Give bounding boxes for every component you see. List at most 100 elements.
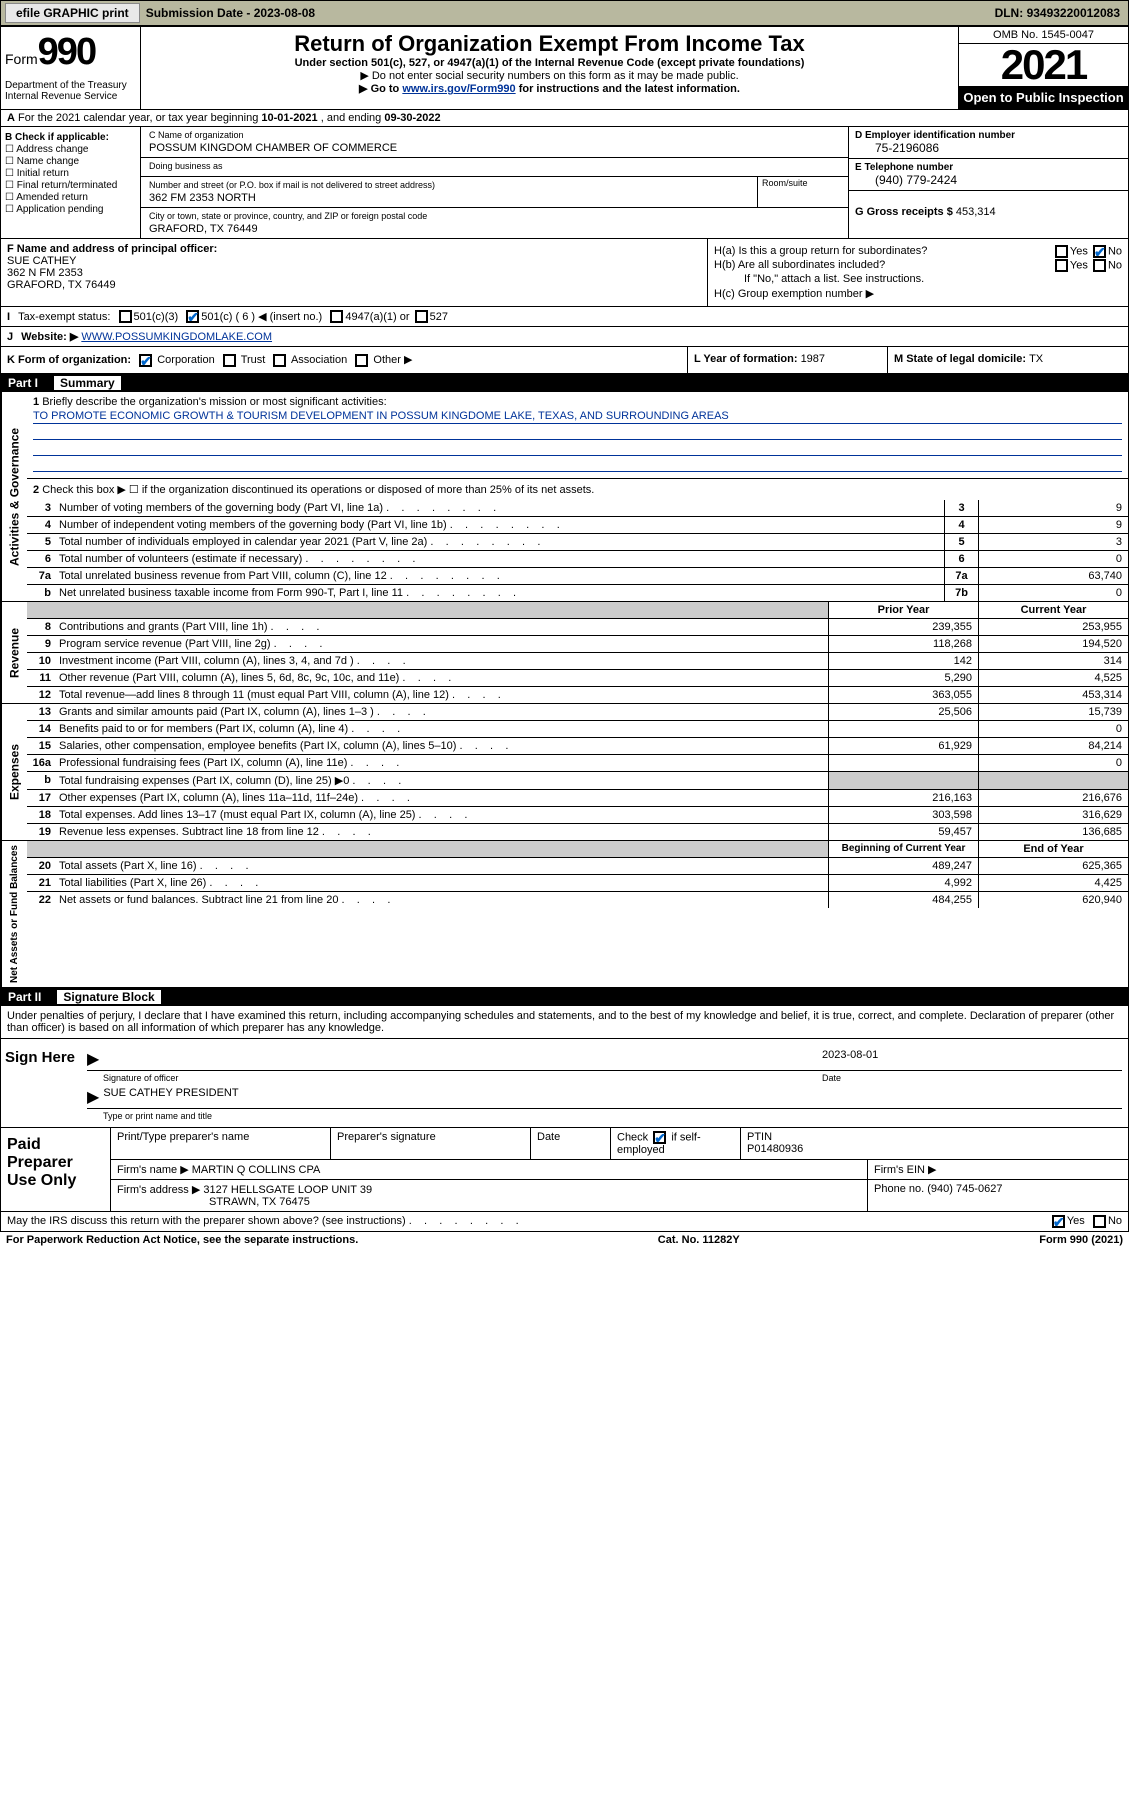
summary-row: 7aTotal unrelated business revenue from … [27, 568, 1128, 585]
chk-assoc[interactable] [273, 354, 286, 367]
chk-final-return[interactable]: Final return/terminated [5, 180, 136, 191]
prior-year-value: 216,163 [828, 790, 978, 806]
summary-row: 8Contributions and grants (Part VIII, li… [27, 619, 1128, 636]
summary-row: bNet unrelated business taxable income f… [27, 585, 1128, 601]
summary-value: 0 [978, 585, 1128, 601]
summary-row: 13Grants and similar amounts paid (Part … [27, 704, 1128, 721]
summary-row: 11Other revenue (Part VIII, column (A), … [27, 670, 1128, 687]
telephone: (940) 779-2424 [855, 173, 1122, 187]
vtab-governance: Activities & Governance [1, 392, 27, 601]
prior-year-value: 5,290 [828, 670, 978, 686]
col-d-ein: D Employer identification number 75-2196… [848, 127, 1128, 238]
summary-row: 21Total liabilities (Part X, line 26)4,9… [27, 875, 1128, 892]
chk-501c[interactable] [186, 310, 199, 323]
chk-501c3[interactable] [119, 310, 132, 323]
firm-name: MARTIN Q COLLINS CPA [192, 1164, 321, 1176]
summary-row: 12Total revenue—add lines 8 through 11 (… [27, 687, 1128, 703]
goto-note: ▶ Go to www.irs.gov/Form990 for instruct… [147, 82, 952, 95]
summary-value: 63,740 [978, 568, 1128, 584]
submission-label: Submission Date - 2023-08-08 [146, 6, 315, 20]
officer-signature[interactable] [103, 1049, 822, 1069]
chk-amended[interactable]: Amended return [5, 192, 136, 203]
form-subtitle: Under section 501(c), 527, or 4947(a)(1)… [147, 57, 952, 69]
city: GRAFORD, TX 76449 [145, 222, 844, 236]
summary-row: 15Salaries, other compensation, employee… [27, 738, 1128, 755]
discuss-no[interactable] [1093, 1215, 1106, 1228]
prior-year-value: 239,355 [828, 619, 978, 635]
summary-row: 3Number of voting members of the governi… [27, 500, 1128, 517]
chk-4947[interactable] [330, 310, 343, 323]
summary-row: 17Other expenses (Part IX, column (A), l… [27, 790, 1128, 807]
rev-col-headers: Prior Year Current Year [27, 602, 1128, 619]
gross-receipts: 453,314 [956, 206, 996, 218]
ha-yes[interactable] [1055, 245, 1068, 258]
prior-year-value: 303,598 [828, 807, 978, 823]
chk-other[interactable] [355, 354, 368, 367]
part1-header: Part I Summary [0, 374, 1129, 392]
prior-year-value: 59,457 [828, 824, 978, 840]
summary-row: 10Investment income (Part VIII, column (… [27, 653, 1128, 670]
summary-row: bTotal fundraising expenses (Part IX, co… [27, 772, 1128, 790]
summary-row: 9Program service revenue (Part VIII, lin… [27, 636, 1128, 653]
discuss-row: May the IRS discuss this return with the… [0, 1212, 1129, 1232]
col-c-org: C Name of organization POSSUM KINGDOM CH… [141, 127, 848, 238]
summary-row: 6Total number of volunteers (estimate if… [27, 551, 1128, 568]
current-year-value: 84,214 [978, 738, 1128, 754]
form-header: Form990 Department of the Treasury Inter… [0, 26, 1129, 110]
efile-print-button[interactable]: efile GRAPHIC print [5, 3, 140, 23]
dln: DLN: 93493220012083 [995, 6, 1120, 20]
current-year-value: 0 [978, 721, 1128, 737]
current-year-value [978, 772, 1128, 789]
prior-year-value: 61,929 [828, 738, 978, 754]
current-year-value: 620,940 [978, 892, 1128, 908]
current-year-value: 453,314 [978, 687, 1128, 703]
current-year-value: 4,525 [978, 670, 1128, 686]
net-col-headers: Beginning of Current Year End of Year [27, 841, 1128, 858]
section-revenue: Revenue Prior Year Current Year 8Contrib… [0, 602, 1129, 704]
prior-year-value: 489,247 [828, 858, 978, 874]
chk-527[interactable] [415, 310, 428, 323]
prior-year-value: 118,268 [828, 636, 978, 652]
form-id-block: Form990 Department of the Treasury Inter… [1, 27, 141, 109]
cat-no: Cat. No. 11282Y [658, 1234, 740, 1246]
hb-yes[interactable] [1055, 259, 1068, 272]
firm-phone: (940) 745-0627 [927, 1183, 1002, 1195]
open-public: Open to Public Inspection [959, 86, 1128, 109]
principal-officer: F Name and address of principal officer:… [1, 239, 708, 306]
form-ref: Form 990 (2021) [1039, 1234, 1123, 1246]
form-title-block: Return of Organization Exempt From Incom… [141, 27, 958, 109]
row-i-tax-status: I Tax-exempt status: 501(c)(3) 501(c) ( … [0, 307, 1129, 327]
section-governance: Activities & Governance 1 Briefly descri… [0, 392, 1129, 602]
prior-year-value [828, 772, 978, 789]
current-year-value: 314 [978, 653, 1128, 669]
ptin: P01480936 [747, 1143, 803, 1155]
chk-app-pending[interactable]: Application pending [5, 204, 136, 215]
current-year-value: 194,520 [978, 636, 1128, 652]
chk-self-employed[interactable] [653, 1131, 666, 1144]
chk-trust[interactable] [223, 354, 236, 367]
firm-addr: 3127 HELLSGATE LOOP UNIT 39 [203, 1184, 372, 1196]
chk-address-change[interactable]: Address change [5, 144, 136, 155]
dept-treasury: Department of the Treasury Internal Reve… [5, 74, 136, 102]
summary-row: 16aProfessional fundraising fees (Part I… [27, 755, 1128, 772]
officer-name-title: SUE CATHEY PRESIDENT [103, 1087, 1122, 1107]
prior-year-value: 363,055 [828, 687, 978, 703]
signature-arrow-icon: ▶ [87, 1049, 99, 1069]
current-year-value: 136,685 [978, 824, 1128, 840]
chk-corp[interactable] [139, 354, 152, 367]
summary-value: 3 [978, 534, 1128, 550]
chk-initial-return[interactable]: Initial return [5, 168, 136, 179]
website-link[interactable]: WWW.POSSUMKINGDOMLAKE.COM [81, 331, 272, 343]
current-year-value: 625,365 [978, 858, 1128, 874]
mission-block: 1 Briefly describe the organization's mi… [27, 392, 1128, 478]
irs-link[interactable]: www.irs.gov/Form990 [402, 83, 515, 95]
col-b-checkboxes: B Check if applicable: Address change Na… [1, 127, 141, 238]
prior-year-value: 484,255 [828, 892, 978, 908]
street: 362 FM 2353 NORTH [145, 191, 753, 205]
hb-no[interactable] [1093, 259, 1106, 272]
discuss-yes[interactable] [1052, 1215, 1065, 1228]
prior-year-value: 4,992 [828, 875, 978, 891]
chk-name-change[interactable]: Name change [5, 156, 136, 167]
ha-no[interactable] [1093, 245, 1106, 258]
name-arrow-icon: ▶ [87, 1087, 99, 1107]
